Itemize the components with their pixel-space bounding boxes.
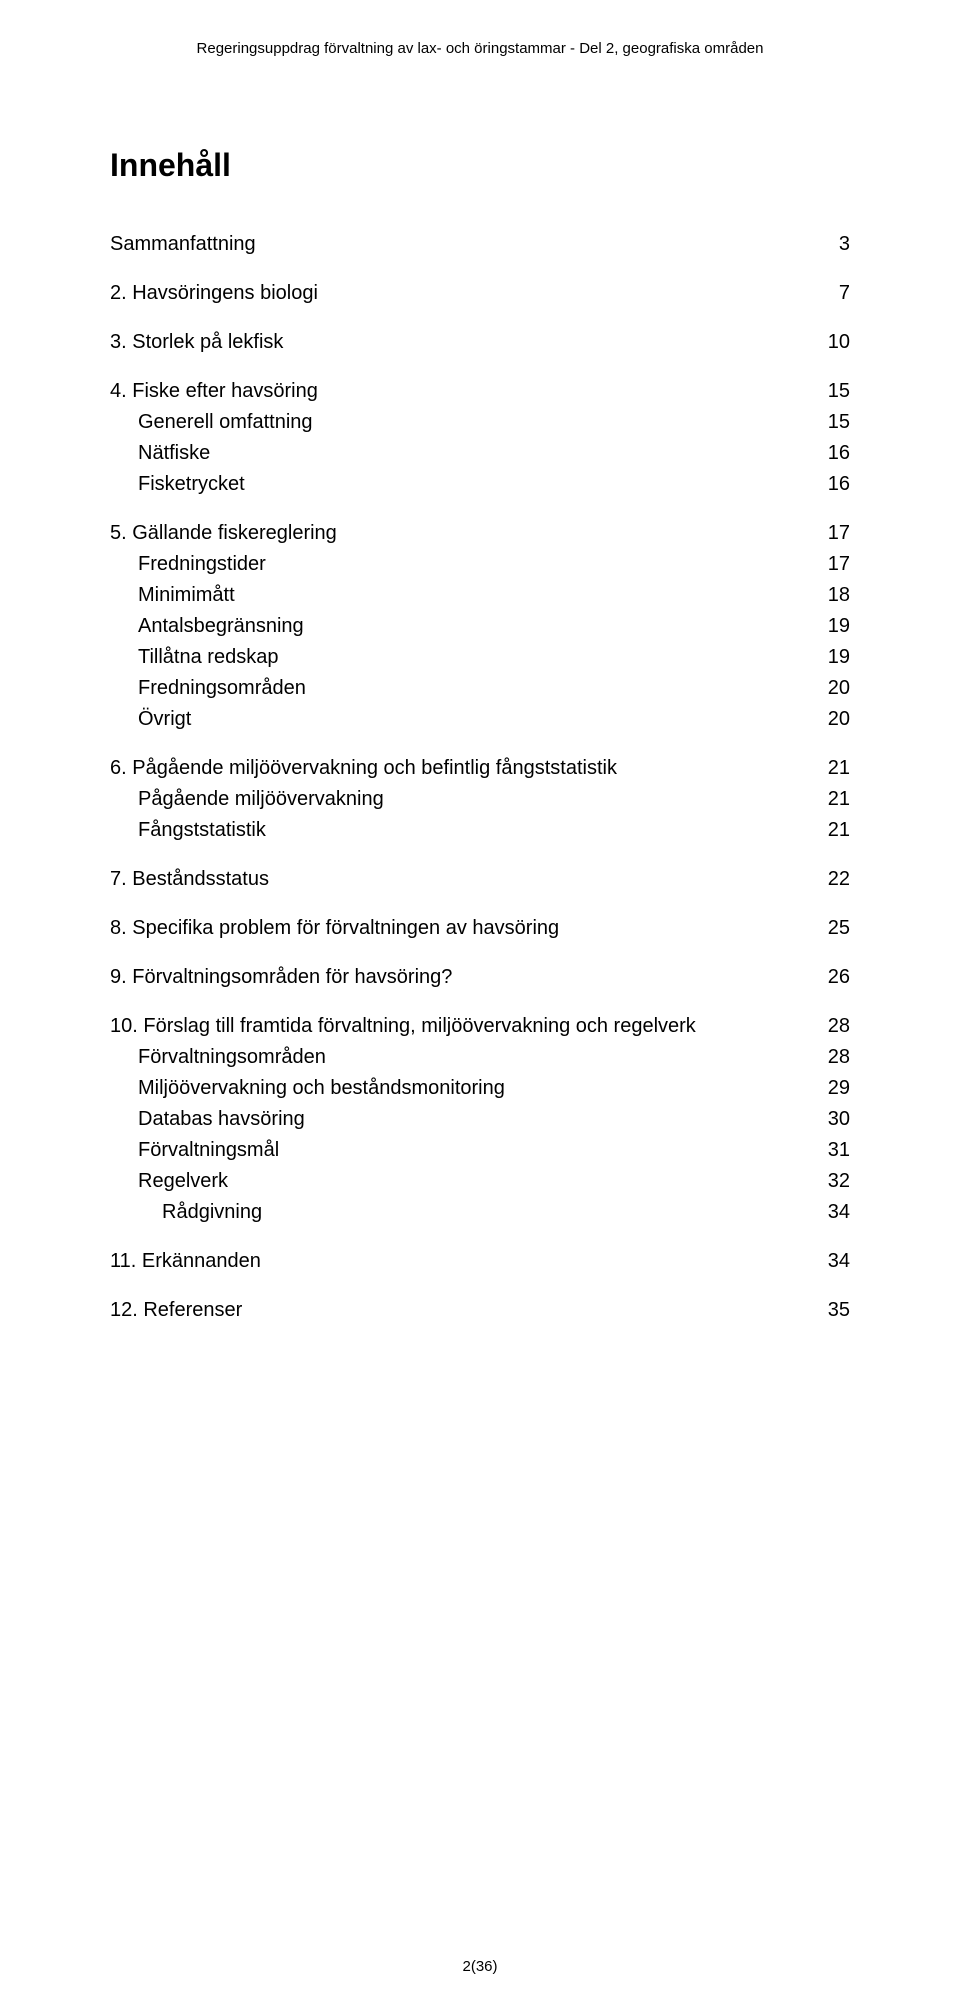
page-number: 2(36): [462, 1958, 497, 1975]
toc-entry-page: 26: [828, 965, 850, 990]
toc-entry-label: 11. Erkännanden: [110, 1249, 261, 1274]
toc-entry-page: 32: [828, 1169, 850, 1194]
toc-entry-page: 20: [828, 707, 850, 732]
toc-row: Fredningsområden 20: [110, 676, 850, 701]
toc-row: 11. Erkännanden 34: [110, 1249, 850, 1274]
toc-entry-page: 29: [828, 1076, 850, 1101]
page-title-text: Innehåll: [110, 147, 231, 183]
toc-entry-page: 15: [828, 379, 850, 404]
toc-entry-label: Fredningstider: [138, 552, 266, 577]
toc-entry-page: 19: [828, 645, 850, 670]
toc-row: Rådgivning 34: [110, 1200, 850, 1225]
toc-row: 7. Beståndsstatus 22: [110, 867, 850, 892]
toc-entry-label: 5. Gällande fiskereglering: [110, 521, 337, 546]
toc-entry-label: Rådgivning: [162, 1200, 262, 1225]
toc-row: 12. Referenser 35: [110, 1298, 850, 1323]
toc-entry-page: 34: [828, 1200, 850, 1225]
toc-row: Antalsbegränsning 19: [110, 614, 850, 639]
toc-entry-page: 30: [828, 1107, 850, 1132]
toc-entry-label: Nätfiske: [138, 441, 210, 466]
toc-entry-label: Databas havsöring: [138, 1107, 305, 1132]
toc-entry-label: 12. Referenser: [110, 1298, 242, 1323]
toc-entry-page: 31: [828, 1138, 850, 1163]
toc-entry-page: 16: [828, 472, 850, 497]
toc-entry-page: 17: [828, 552, 850, 577]
table-of-contents: Sammanfattning 3 2. Havsöringens biologi 7 3…: [110, 232, 850, 1323]
toc-entry-page: 21: [828, 818, 850, 843]
toc-row: Övrigt 20: [110, 707, 850, 732]
toc-row: Fångststatistik 21: [110, 818, 850, 843]
toc-row: Miljöövervakning och beståndsmonitoring 2…: [110, 1076, 850, 1101]
toc-row: Sammanfattning 3: [110, 232, 850, 257]
toc-entry-label: 8. Specifika problem för förvaltningen a…: [110, 916, 559, 941]
toc-entry-page: 20: [828, 676, 850, 701]
toc-entry-label: Miljöövervakning och beståndsmonitoring: [138, 1076, 505, 1101]
toc-entry-label: 9. Förvaltningsområden för havsöring?: [110, 965, 452, 990]
toc-entry-label: 7. Beståndsstatus: [110, 867, 269, 892]
toc-entry-label: Förvaltningsområden: [138, 1045, 326, 1070]
toc-entry-label: 2. Havsöringens biologi: [110, 281, 318, 306]
toc-entry-label: Minimimått: [138, 583, 235, 608]
toc-entry-page: 22: [828, 867, 850, 892]
running-header-text: Regeringsuppdrag förvaltning av lax- och…: [197, 40, 764, 57]
toc-entry-page: 25: [828, 916, 850, 941]
toc-entry-page: 15: [828, 410, 850, 435]
document-page: Regeringsuppdrag förvaltning av lax- och…: [0, 0, 960, 1389]
running-header: Regeringsuppdrag förvaltning av lax- och…: [110, 40, 850, 57]
toc-entry-label: Fisketrycket: [138, 472, 245, 497]
toc-entry-label: Sammanfattning: [110, 232, 256, 257]
toc-row: Minimimått 18: [110, 583, 850, 608]
page-title: Innehåll: [110, 147, 850, 184]
toc-entry-label: Fångststatistik: [138, 818, 266, 843]
toc-entry-label: Pågående miljöövervakning: [138, 787, 384, 812]
toc-entry-page: 17: [828, 521, 850, 546]
toc-entry-label: 6. Pågående miljöövervakning och befintl…: [110, 756, 617, 781]
toc-entry-label: Förvaltningsmål: [138, 1138, 279, 1163]
toc-entry-page: 34: [828, 1249, 850, 1274]
toc-row: 5. Gällande fiskereglering 17: [110, 521, 850, 546]
toc-entry-page: 7: [839, 281, 850, 306]
toc-entry-page: 10: [828, 330, 850, 355]
toc-entry-page: 3: [839, 232, 850, 257]
toc-row: Förvaltningsmål 31: [110, 1138, 850, 1163]
toc-entry-page: 16: [828, 441, 850, 466]
toc-entry-label: Tillåtna redskap: [138, 645, 278, 670]
toc-entry-page: 21: [828, 787, 850, 812]
toc-entry-page: 21: [828, 756, 850, 781]
toc-entry-label: Antalsbegränsning: [138, 614, 304, 639]
toc-entry-label: Fredningsområden: [138, 676, 306, 701]
toc-entry-label: Övrigt: [138, 707, 191, 732]
toc-row: 9. Förvaltningsområden för havsöring? 26: [110, 965, 850, 990]
toc-row: Förvaltningsområden 28: [110, 1045, 850, 1070]
toc-row: 8. Specifika problem för förvaltningen a…: [110, 916, 850, 941]
toc-row: 4. Fiske efter havsöring 15: [110, 379, 850, 404]
toc-entry-label: 10. Förslag till framtida förvaltning, m…: [110, 1014, 696, 1039]
toc-row: Fisketrycket 16: [110, 472, 850, 497]
toc-row: Databas havsöring 30: [110, 1107, 850, 1132]
toc-entry-page: 18: [828, 583, 850, 608]
toc-entry-page: 35: [828, 1298, 850, 1323]
toc-row: Regelverk 32: [110, 1169, 850, 1194]
toc-entry-page: 19: [828, 614, 850, 639]
toc-entry-label: Regelverk: [138, 1169, 228, 1194]
toc-row: 2. Havsöringens biologi 7: [110, 281, 850, 306]
toc-row: Tillåtna redskap 19: [110, 645, 850, 670]
toc-entry-page: 28: [828, 1045, 850, 1070]
toc-row: 10. Förslag till framtida förvaltning, m…: [110, 1014, 850, 1039]
toc-entry-page: 28: [828, 1014, 850, 1039]
toc-entry-label: Generell omfattning: [138, 410, 313, 435]
page-footer: 2(36): [0, 1958, 960, 1975]
toc-row: Generell omfattning 15: [110, 410, 850, 435]
toc-row: 3. Storlek på lekfisk 10: [110, 330, 850, 355]
toc-row: Pågående miljöövervakning 21: [110, 787, 850, 812]
toc-row: 6. Pågående miljöövervakning och befintl…: [110, 756, 850, 781]
toc-entry-label: 4. Fiske efter havsöring: [110, 379, 318, 404]
toc-row: Nätfiske 16: [110, 441, 850, 466]
toc-entry-label: 3. Storlek på lekfisk: [110, 330, 283, 355]
toc-row: Fredningstider 17: [110, 552, 850, 577]
